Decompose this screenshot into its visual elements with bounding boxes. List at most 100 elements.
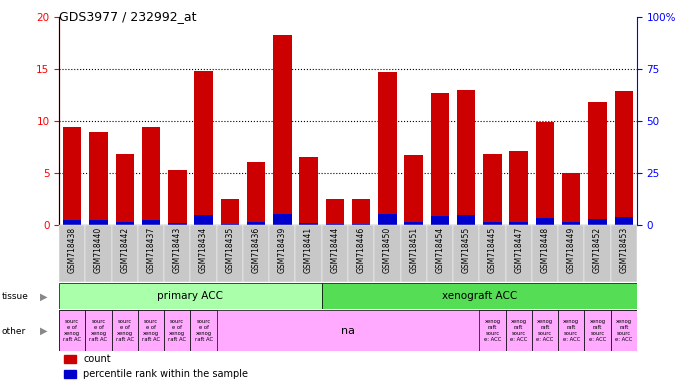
Text: GSM718455: GSM718455 [461, 227, 470, 273]
Text: GSM718453: GSM718453 [619, 227, 628, 273]
Bar [610, 310, 637, 351]
Bar [142, 127, 160, 225]
Bar [562, 222, 580, 225]
Bar [138, 310, 164, 351]
Bar [562, 173, 580, 225]
Text: sourc
e of
xenog
raft AC: sourc e of xenog raft AC [90, 319, 108, 342]
Text: xenog
raft
sourc
e: ACC: xenog raft sourc e: ACC [589, 319, 606, 342]
Bar [509, 222, 528, 225]
Bar [588, 220, 607, 225]
Bar [431, 215, 449, 225]
Bar [89, 220, 108, 225]
Bar [536, 122, 554, 225]
FancyBboxPatch shape [532, 225, 558, 282]
Bar [299, 223, 318, 225]
Text: other: other [1, 326, 26, 336]
Bar [116, 154, 134, 225]
Bar [86, 310, 111, 351]
FancyBboxPatch shape [374, 225, 400, 282]
Bar [63, 127, 81, 225]
Bar [63, 220, 81, 225]
FancyBboxPatch shape [138, 225, 164, 282]
Bar [191, 310, 216, 351]
Legend: count, percentile rank within the sample: count, percentile rank within the sample [64, 354, 248, 379]
Text: GSM718450: GSM718450 [383, 227, 392, 273]
Text: xenog
raft
sourc
e: ACC: xenog raft sourc e: ACC [484, 319, 501, 342]
Bar [194, 215, 213, 225]
Bar [457, 90, 475, 225]
Text: primary ACC: primary ACC [157, 291, 223, 301]
Bar [59, 283, 322, 309]
Text: xenog
raft
sourc
e: ACC: xenog raft sourc e: ACC [536, 319, 553, 342]
Text: GSM718435: GSM718435 [226, 227, 235, 273]
Bar [404, 222, 423, 225]
FancyBboxPatch shape [269, 225, 296, 282]
Text: GSM718441: GSM718441 [304, 227, 313, 273]
Text: ▶: ▶ [40, 326, 48, 336]
Bar [615, 217, 633, 225]
Text: GSM718451: GSM718451 [409, 227, 418, 273]
FancyBboxPatch shape [191, 225, 216, 282]
FancyBboxPatch shape [610, 225, 637, 282]
Bar [536, 218, 554, 225]
Bar [194, 71, 213, 225]
Bar [142, 220, 160, 225]
FancyBboxPatch shape [453, 225, 480, 282]
Bar [59, 310, 86, 351]
Text: xenograft ACC: xenograft ACC [442, 291, 517, 301]
Text: GSM718434: GSM718434 [199, 227, 208, 273]
Text: sourc
e of
xenog
raft AC: sourc e of xenog raft AC [142, 319, 160, 342]
Bar [273, 214, 292, 225]
Text: GSM718444: GSM718444 [331, 227, 340, 273]
Text: GSM718440: GSM718440 [94, 227, 103, 273]
Bar [221, 199, 239, 225]
Text: GSM718439: GSM718439 [278, 227, 287, 273]
Text: GSM718445: GSM718445 [488, 227, 497, 273]
Bar [168, 223, 187, 225]
Bar [168, 170, 187, 225]
Text: GDS3977 / 232992_at: GDS3977 / 232992_at [59, 10, 197, 23]
Bar [352, 224, 370, 225]
FancyBboxPatch shape [164, 225, 191, 282]
Bar [116, 222, 134, 225]
Text: tissue: tissue [1, 292, 29, 301]
Bar [322, 283, 637, 309]
Bar [480, 310, 505, 351]
FancyBboxPatch shape [505, 225, 532, 282]
Text: GSM718436: GSM718436 [251, 227, 260, 273]
Text: GSM718438: GSM718438 [68, 227, 77, 273]
Text: na: na [341, 326, 355, 336]
Text: xenog
raft
sourc
e: ACC: xenog raft sourc e: ACC [562, 319, 580, 342]
Bar [247, 162, 265, 225]
Bar [558, 310, 585, 351]
Bar [404, 155, 423, 225]
FancyBboxPatch shape [427, 225, 453, 282]
FancyBboxPatch shape [86, 225, 111, 282]
FancyBboxPatch shape [111, 225, 138, 282]
Bar [505, 310, 532, 351]
Bar [326, 199, 344, 225]
Text: GSM718448: GSM718448 [540, 227, 549, 273]
FancyBboxPatch shape [59, 225, 86, 282]
Bar [164, 310, 191, 351]
Bar [221, 224, 239, 225]
Text: sourc
e of
xenog
raft AC: sourc e of xenog raft AC [63, 319, 81, 342]
Bar [483, 222, 502, 225]
FancyBboxPatch shape [558, 225, 585, 282]
Bar [89, 132, 108, 225]
Bar [483, 154, 502, 225]
Bar [585, 310, 610, 351]
FancyBboxPatch shape [348, 225, 374, 282]
Text: sourc
e of
xenog
raft AC: sourc e of xenog raft AC [168, 319, 187, 342]
FancyBboxPatch shape [322, 225, 348, 282]
Bar [378, 214, 397, 225]
FancyBboxPatch shape [216, 225, 243, 282]
Bar [615, 91, 633, 225]
Text: GSM718452: GSM718452 [593, 227, 602, 273]
Text: sourc
e of
xenog
raft AC: sourc e of xenog raft AC [194, 319, 213, 342]
FancyBboxPatch shape [400, 225, 427, 282]
FancyBboxPatch shape [243, 225, 269, 282]
FancyBboxPatch shape [585, 225, 610, 282]
Text: GSM718443: GSM718443 [173, 227, 182, 273]
Bar [352, 199, 370, 225]
